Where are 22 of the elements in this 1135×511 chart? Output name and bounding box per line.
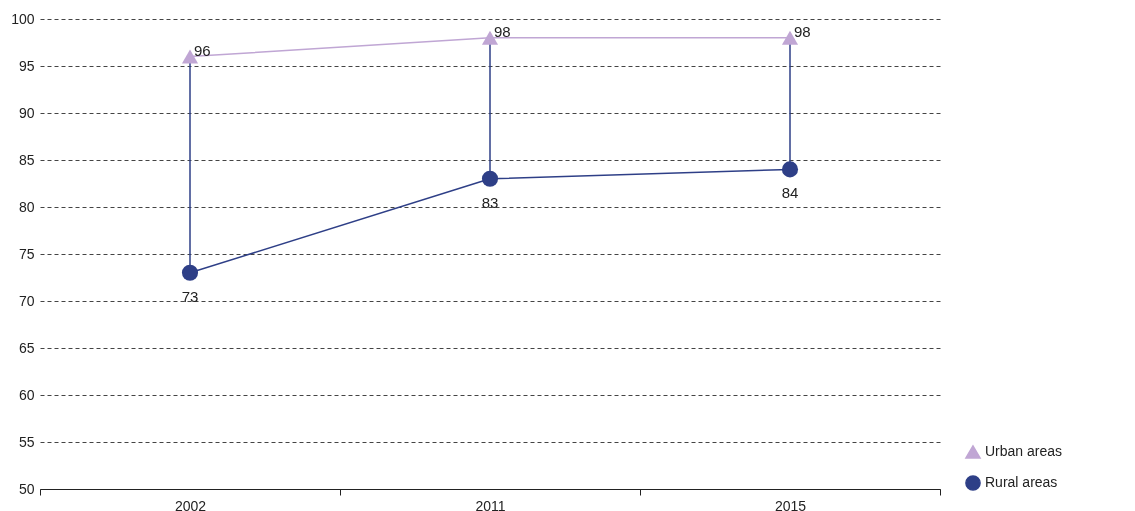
y-tick-label: 95 bbox=[18, 57, 35, 74]
data-label: 84 bbox=[781, 184, 799, 202]
y-tick-label: 90 bbox=[18, 104, 35, 121]
y-tick-label: 60 bbox=[18, 386, 35, 403]
y-tick-label: 55 bbox=[18, 433, 35, 450]
data-label: 96 bbox=[194, 41, 211, 59]
y-tick-label: 70 bbox=[18, 292, 35, 309]
y-tick-label: 80 bbox=[18, 198, 35, 215]
y-tick-label: 100 bbox=[11, 10, 35, 27]
data-label: 98 bbox=[494, 22, 511, 40]
y-tick-label: 65 bbox=[18, 339, 35, 356]
x-tick-label: 2015 bbox=[774, 497, 807, 511]
data-label: 83 bbox=[481, 193, 499, 211]
y-tick-label: 85 bbox=[18, 151, 35, 168]
x-tick-label: 2002 bbox=[174, 497, 207, 511]
y-tick-label: 50 bbox=[18, 480, 35, 497]
data-label: 73 bbox=[181, 287, 199, 305]
legend-label: Urban areas bbox=[985, 443, 1063, 459]
data-label: 98 bbox=[794, 22, 811, 40]
x-tick-label: 2011 bbox=[475, 497, 506, 511]
y-tick-label: 75 bbox=[18, 245, 35, 262]
legend-label: Rural areas bbox=[985, 474, 1058, 490]
